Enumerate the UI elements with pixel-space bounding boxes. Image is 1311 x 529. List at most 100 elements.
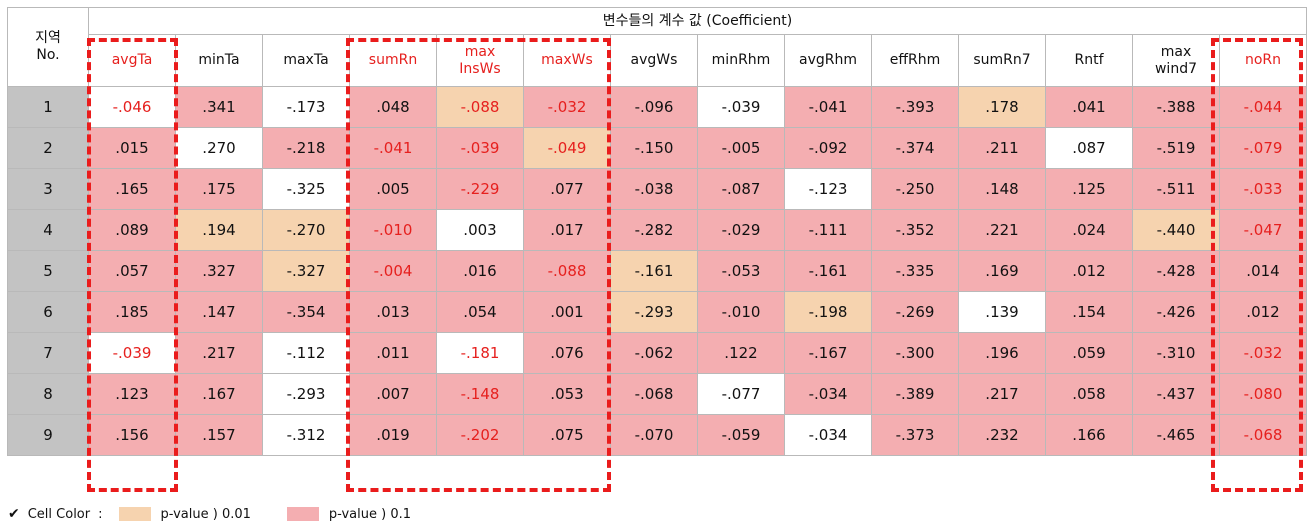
coefficient-cell: -.077 <box>697 373 785 415</box>
region-number-header-label: 지역 No. <box>35 30 61 63</box>
region-number-cell: 9 <box>7 414 89 456</box>
column-header-sumrn7: sumRn7 <box>958 34 1046 87</box>
coefficient-cell: .058 <box>1045 373 1133 415</box>
coefficient-cell: -.087 <box>697 168 785 210</box>
coefficient-cell: -.080 <box>1219 373 1307 415</box>
coefficient-cell: -.004 <box>349 250 437 292</box>
table-row: 6.185.147 -.354.013.054.001 -.293 -.010 -.19… <box>7 291 1307 333</box>
coefficient-cell: -.041 <box>349 127 437 169</box>
column-header-avgta: avgTa <box>88 34 176 87</box>
column-header-norn: noRn <box>1219 34 1307 87</box>
coefficient-cell: -.033 <box>1219 168 1307 210</box>
coefficient-cell: -.393 <box>871 86 959 128</box>
column-header-avgrhm: avgRhm <box>784 34 872 87</box>
coefficient-cell: -.218 <box>262 127 350 169</box>
cell-color-legend: ✔ Cell Color : p-value ) 0.01 p-value ) … <box>8 504 447 524</box>
coefficient-cell: -.198 <box>784 291 872 333</box>
coefficient-cell: -.047 <box>1219 209 1307 251</box>
coefficient-cell: .178 <box>958 86 1046 128</box>
coefficient-cell: -.327 <box>262 250 350 292</box>
coefficient-cell: -.388 <box>1132 86 1220 128</box>
table-row: 1 -.046.341 -.173.048 -.088 -.032 -.096 -.039-… <box>7 86 1307 128</box>
coefficient-cell: .024 <box>1045 209 1133 251</box>
legend-swatch-p01 <box>286 507 319 521</box>
coefficient-cell: -.034 <box>784 414 872 456</box>
coefficient-cell: .015 <box>88 127 176 169</box>
coefficient-cell: .232 <box>958 414 1046 456</box>
coefficient-cell: -.511 <box>1132 168 1220 210</box>
coefficient-cell: .017 <box>523 209 611 251</box>
column-header-minrhm: minRhm <box>697 34 785 87</box>
coefficient-cell: -.038 <box>610 168 698 210</box>
column-header-avgws: avgWs <box>610 34 698 87</box>
table-row: 2.015.270 -.218 -.041 -.039 -.049 -.150 -.005-… <box>7 127 1307 169</box>
coefficient-cell: -.173 <box>262 86 350 128</box>
coefficient-cell: .217 <box>175 332 263 374</box>
coefficient-cell: .122 <box>697 332 785 374</box>
legend-label-p001: p-value ) 0.01 <box>160 506 251 522</box>
coefficient-cell: -.068 <box>1219 414 1307 456</box>
coefficient-cell: -.059 <box>697 414 785 456</box>
region-number-cell: 5 <box>7 250 89 292</box>
coefficient-cell: -.068 <box>610 373 698 415</box>
coefficient-cell: .007 <box>349 373 437 415</box>
coefficient-cell: .054 <box>436 291 524 333</box>
coefficient-cell: .167 <box>175 373 263 415</box>
legend-separator: : <box>98 506 103 522</box>
column-header-rntf: Rntf <box>1045 34 1133 87</box>
table-row: 7 -.039.217 -.112.011 -.181.076 -.062.122 -.1… <box>7 332 1307 374</box>
region-number-cell: 2 <box>7 127 89 169</box>
coefficient-cell: -.352 <box>871 209 959 251</box>
checkmark-icon: ✔ <box>8 506 20 522</box>
coefficient-cell: -.389 <box>871 373 959 415</box>
coefficient-cell: -.088 <box>523 250 611 292</box>
coefficient-cell: -.293 <box>610 291 698 333</box>
coefficient-cell: .012 <box>1045 250 1133 292</box>
coefficient-cell: .165 <box>88 168 176 210</box>
region-number-cell: 3 <box>7 168 89 210</box>
coefficient-cell: .076 <box>523 332 611 374</box>
coefficient-cell: -.032 <box>523 86 611 128</box>
coefficient-cell: .001 <box>523 291 611 333</box>
coefficient-cell: -.335 <box>871 250 959 292</box>
region-number-cell: 6 <box>7 291 89 333</box>
coefficient-cell: .185 <box>88 291 176 333</box>
coefficient-cell: -.250 <box>871 168 959 210</box>
coefficient-cell: .075 <box>523 414 611 456</box>
coefficient-cell: .169 <box>958 250 1046 292</box>
table-body: 1 -.046.341 -.173.048 -.088 -.032 -.096 -.039-… <box>7 86 1307 456</box>
coefficient-cell: .157 <box>175 414 263 456</box>
coefficient-cell: -.269 <box>871 291 959 333</box>
coefficient-cell: -.373 <box>871 414 959 456</box>
coefficient-cell: -.312 <box>262 414 350 456</box>
coefficient-cell: .077 <box>523 168 611 210</box>
coefficient-cell: -.300 <box>871 332 959 374</box>
coefficient-cell: .211 <box>958 127 1046 169</box>
coefficient-cell: -.440 <box>1132 209 1220 251</box>
coefficient-cell: .166 <box>1045 414 1133 456</box>
coefficient-cell: .139 <box>958 291 1046 333</box>
region-number-cell: 4 <box>7 209 89 251</box>
legend-swatch-p001 <box>118 507 151 521</box>
coefficient-cell: .016 <box>436 250 524 292</box>
coefficient-cell: .003 <box>436 209 524 251</box>
coefficient-cell: -.465 <box>1132 414 1220 456</box>
coefficient-cell: .005 <box>349 168 437 210</box>
coefficient-cell: .148 <box>958 168 1046 210</box>
coefficient-group-header: 변수들의 계수 값 (Coefficient) <box>88 7 1307 35</box>
coefficient-cell: -.005 <box>697 127 785 169</box>
coefficient-cell: .041 <box>1045 86 1133 128</box>
table-row: 3.165.175 -.325.005 -.229.077 -.038 -.087 -.1… <box>7 168 1307 210</box>
coefficient-table: 지역 No. 변수들의 계수 값 (Coefficient) avgTa minTa… <box>7 7 1307 456</box>
coefficient-cell: -.088 <box>436 86 524 128</box>
coefficient-cell: -.428 <box>1132 250 1220 292</box>
coefficient-cell: -.046 <box>88 86 176 128</box>
coefficient-cell: -.202 <box>436 414 524 456</box>
coefficient-cell: -.112 <box>262 332 350 374</box>
coefficient-cell: -.039 <box>88 332 176 374</box>
column-header-maxta: maxTa <box>262 34 350 87</box>
coefficient-cell: .175 <box>175 168 263 210</box>
coefficient-cell: .270 <box>175 127 263 169</box>
coefficient-cell: -.181 <box>436 332 524 374</box>
coefficient-cell: .217 <box>958 373 1046 415</box>
